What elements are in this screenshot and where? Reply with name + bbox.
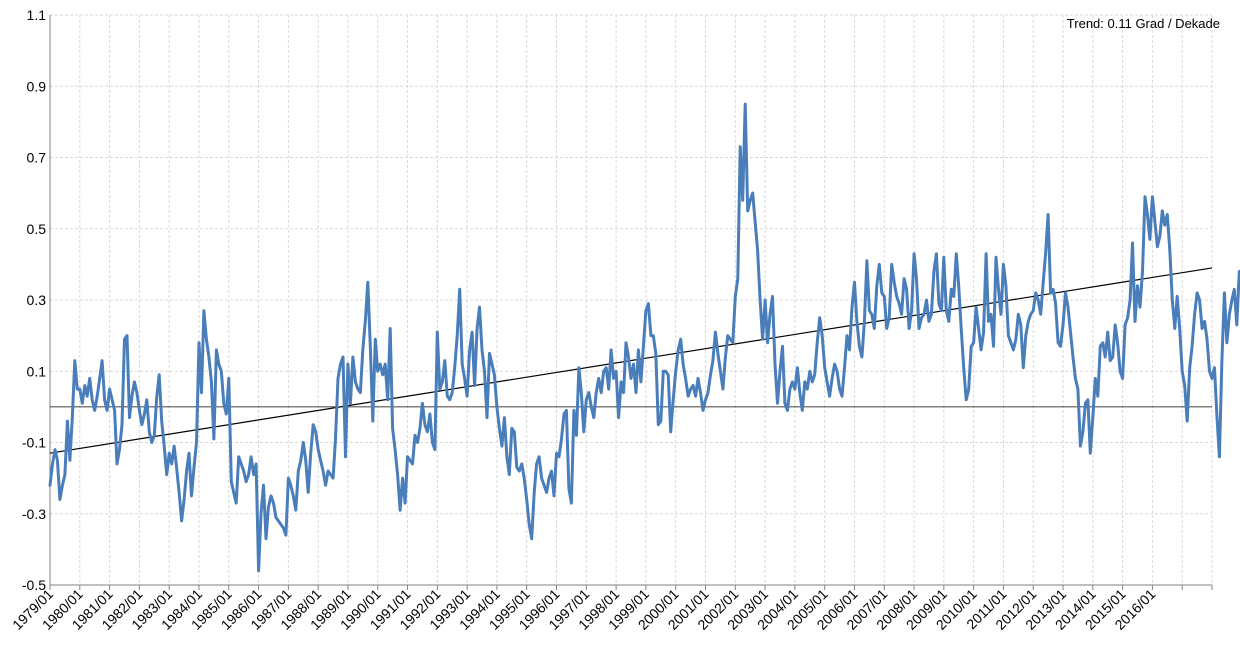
y-tick-label: 0.3 <box>27 292 47 308</box>
y-tick-label: 0.1 <box>27 363 47 379</box>
series-line <box>48 102 1240 573</box>
y-tick-label: 0.5 <box>27 221 47 237</box>
trend-line <box>49 267 1213 454</box>
trend-annotation: Trend: 0.11 Grad / Dekade <box>1067 16 1220 31</box>
chart-grid <box>49 14 1213 586</box>
x-axis-tick-labels: 1979/011980/011981/011982/011983/011984/… <box>9 586 1159 633</box>
y-tick-label: 1.1 <box>27 7 47 23</box>
y-tick-label: 0.9 <box>27 78 47 94</box>
y-tick-label: 0.7 <box>27 150 47 166</box>
series-polyline <box>48 102 1240 573</box>
y-tick-label: -0.1 <box>22 435 46 451</box>
y-axis-tick-labels: 1.1 0.9 0.7 0.5 0.3 0.1 -0.1 -0.3 -0.5 <box>22 7 46 593</box>
y-tick-label: -0.5 <box>22 577 46 593</box>
trend-line-path <box>49 267 1213 454</box>
chart-axes <box>49 15 1213 590</box>
y-tick-label: -0.3 <box>22 506 46 522</box>
